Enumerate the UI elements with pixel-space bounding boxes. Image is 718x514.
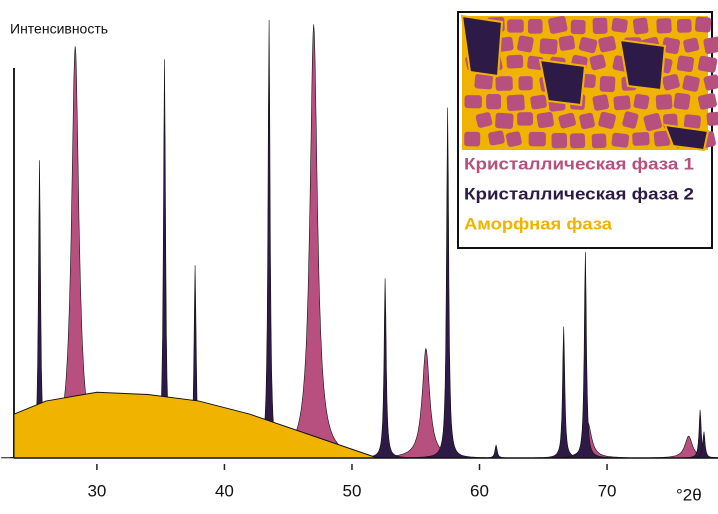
peak (458, 445, 535, 458)
grain (495, 113, 514, 129)
grain (633, 17, 649, 35)
grain (676, 55, 694, 72)
grain (488, 130, 506, 146)
grain (633, 93, 650, 109)
grain (518, 76, 532, 90)
grain (613, 95, 631, 110)
grain (529, 132, 546, 147)
grain (673, 92, 690, 110)
peak (347, 278, 424, 458)
x-tick-label: 30 (87, 481, 106, 500)
grain (539, 38, 558, 54)
grain (464, 132, 480, 147)
legend-entry: Кристаллическая фаза 2 (464, 184, 694, 203)
grain (656, 94, 673, 110)
grain (570, 133, 586, 148)
grain (536, 112, 554, 129)
grain (611, 18, 628, 34)
grain (507, 94, 525, 111)
grain (540, 60, 585, 105)
x-tick-label: 70 (598, 481, 617, 500)
grain (486, 94, 501, 109)
x-axis-label: °2θ (676, 485, 702, 504)
grain (505, 131, 522, 148)
grain (592, 18, 607, 34)
grain (599, 76, 615, 92)
grain (632, 132, 650, 146)
grain (495, 76, 513, 91)
grain (611, 132, 629, 148)
grain (517, 112, 533, 126)
grain (474, 74, 493, 90)
grain (677, 19, 692, 33)
grain (517, 35, 535, 53)
peak (547, 252, 624, 458)
grain (620, 40, 665, 90)
grain (684, 114, 702, 129)
grain (558, 35, 575, 51)
peak (650, 436, 718, 458)
grain (506, 55, 523, 69)
peak (231, 20, 308, 458)
grain (464, 95, 482, 108)
grain (571, 20, 586, 35)
inset: Кристаллическая фаза 1 Кристаллическая фа… (458, 12, 718, 248)
grain (656, 18, 672, 34)
grain (507, 19, 524, 32)
x-tick-label: 50 (343, 481, 362, 500)
grain (530, 94, 547, 109)
chart: Интенсивность °2θ Кристаллическая фаза 1… (0, 0, 718, 514)
x-tick-label: 60 (470, 481, 489, 500)
grain (706, 111, 718, 126)
grain (695, 17, 712, 33)
x-tick-label: 40 (215, 481, 234, 500)
grain (528, 19, 543, 34)
y-axis-label: Интенсивность (10, 21, 108, 37)
grain (592, 133, 607, 148)
peak (275, 24, 352, 458)
grain (592, 94, 610, 111)
legend-entry: Аморфная фаза (464, 214, 613, 233)
grain (551, 133, 567, 149)
grain (697, 55, 717, 73)
legend-entry: Кристаллическая фаза 1 (464, 154, 694, 173)
